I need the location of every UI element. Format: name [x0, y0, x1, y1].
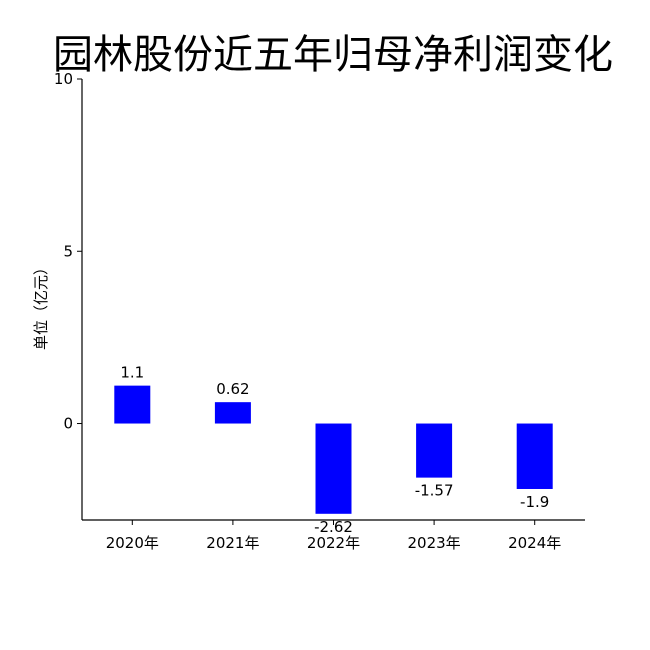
- bar-2024年: [516, 423, 553, 489]
- y-tick-label: 5: [63, 242, 73, 260]
- y-axis-label: 单位（亿元）: [32, 260, 50, 350]
- x-tick-label: 2022年: [307, 534, 360, 552]
- data-labels-group: 1.1 0.62 -2.62 -1.57 -1.9: [120, 364, 549, 536]
- bar-2023年: [416, 423, 453, 478]
- data-label: 0.62: [216, 380, 249, 398]
- data-label: 1.1: [120, 364, 144, 382]
- y-tick-label: 0: [63, 415, 73, 433]
- bar-2020年: [114, 385, 151, 424]
- bars-group: [114, 385, 553, 514]
- data-label: -1.57: [415, 482, 454, 500]
- x-tick-label: 2024年: [508, 534, 561, 552]
- x-tick-label: 2023年: [408, 534, 461, 552]
- x-axis: 2020年 2021年 2022年 2023年 2024年: [82, 519, 585, 552]
- bar-2022年: [315, 423, 352, 514]
- data-label: -1.9: [520, 493, 549, 511]
- chart-title: 园林股份近五年归母净利润变化: [53, 32, 613, 78]
- data-label: -2.62: [314, 518, 353, 536]
- y-tick-label: 10: [54, 70, 73, 88]
- x-tick-label: 2021年: [206, 534, 259, 552]
- x-tick-label: 2020年: [106, 534, 159, 552]
- y-axis: 0 5 10: [54, 70, 83, 520]
- bar-2021年: [214, 402, 251, 424]
